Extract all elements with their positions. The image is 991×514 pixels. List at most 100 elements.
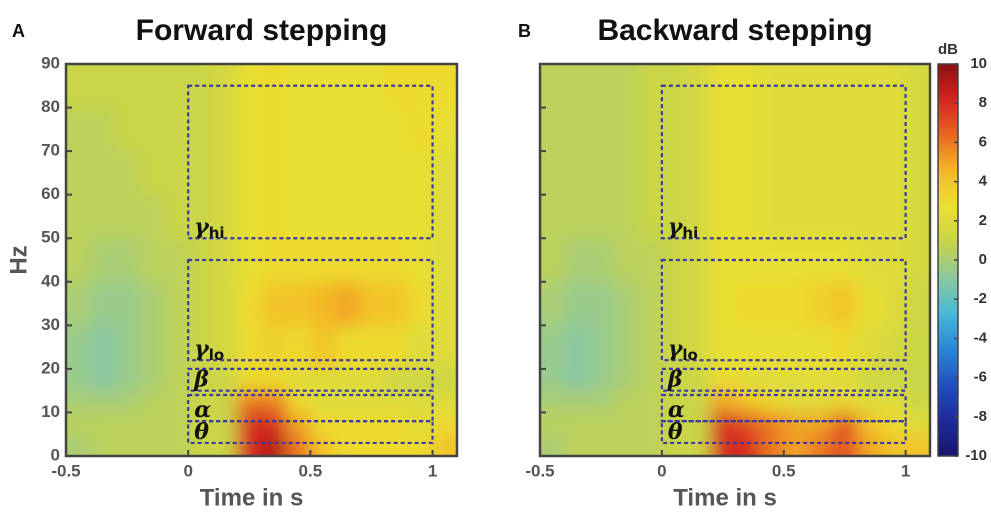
region-box <box>660 84 907 240</box>
heatmap-cell <box>66 368 91 392</box>
heatmap-cell <box>808 325 833 370</box>
heatmap-cell <box>163 390 189 413</box>
heatmap-cell <box>261 412 287 435</box>
heatmap-cell <box>808 281 833 326</box>
heatmap-cell <box>661 151 687 196</box>
heatmap-cell <box>905 194 930 239</box>
heatmap-cell <box>90 64 116 109</box>
heatmap-cell <box>856 281 882 326</box>
heatmap-cell <box>832 325 858 370</box>
heatmap-cell <box>212 412 238 435</box>
heatmap-cell <box>334 194 360 239</box>
heatmap-cell <box>139 238 165 283</box>
heatmap-cell <box>832 151 858 196</box>
heatmap-cell <box>540 238 565 283</box>
heatmap-cell <box>637 194 663 239</box>
heatmap-cell <box>686 412 712 435</box>
colorbar-tick-label: 10 <box>970 55 987 72</box>
heatmap-cell <box>383 368 409 392</box>
heatmap-cell <box>588 64 614 109</box>
heatmap-cell <box>310 151 336 196</box>
heatmap-cell <box>808 107 833 152</box>
heatmap-cell <box>686 325 712 370</box>
heatmap-cell <box>359 368 385 392</box>
heatmap-cell <box>359 325 385 370</box>
y-tick-label: 40 <box>41 271 60 290</box>
heatmap-cell <box>237 194 262 239</box>
heatmap-cell <box>637 434 663 456</box>
heatmap-cell <box>90 151 116 196</box>
heatmap-cell <box>613 281 638 326</box>
heatmap-cell <box>588 325 614 370</box>
heatmap-cell <box>613 64 638 109</box>
heatmap-cell <box>383 325 409 370</box>
heatmap-cell <box>261 368 287 392</box>
y-tick-label: 90 <box>41 53 60 72</box>
heatmap-cell <box>334 151 360 196</box>
heatmap-cell <box>881 194 907 239</box>
heatmap-cell <box>188 151 214 196</box>
heatmap-cell <box>261 64 287 109</box>
y-tick-label: 30 <box>41 315 60 334</box>
region-box <box>187 84 434 240</box>
y-axis-label: Hz <box>5 245 32 274</box>
heatmap-cell <box>237 368 262 392</box>
heatmap-cell <box>114 64 140 109</box>
heatmap-cell <box>808 151 833 196</box>
region-symbol: β <box>667 367 683 393</box>
heatmap-cell <box>808 390 833 413</box>
heatmap-cell <box>310 325 336 370</box>
region-subscript: lo <box>682 346 697 364</box>
heatmap-cell <box>285 194 311 239</box>
heatmap-cell <box>383 412 409 435</box>
heatmap-cell <box>188 64 214 109</box>
heatmap-cell <box>735 434 760 456</box>
heatmap-cell <box>905 107 930 152</box>
heatmap-cell <box>408 434 434 456</box>
heatmap-cell <box>114 194 140 239</box>
heatmap-cell <box>359 412 385 435</box>
heatmap-cell <box>212 64 238 109</box>
heatmap-cell <box>661 238 687 283</box>
heatmap-cell <box>212 390 238 413</box>
y-tick-label: 50 <box>41 228 60 247</box>
heatmap-cell <box>432 325 457 370</box>
region-box <box>660 393 907 423</box>
heatmap-cell <box>637 412 663 435</box>
heatmap-cell <box>856 412 882 435</box>
region-label: β <box>667 367 683 393</box>
heatmap-cell <box>637 390 663 413</box>
heatmap-cell <box>408 412 434 435</box>
heatmap-cell <box>90 194 116 239</box>
x-tick-label: -0.5 <box>51 461 80 480</box>
heatmap-cell <box>613 434 638 456</box>
heatmap-cell <box>237 281 262 326</box>
heatmap-cell <box>163 434 189 456</box>
heatmap-cell <box>905 412 930 435</box>
heatmap-cell <box>856 64 882 109</box>
heatmap-cell <box>613 368 638 392</box>
heatmap-cell <box>540 325 565 370</box>
heatmap-cell <box>759 412 785 435</box>
heatmap-cell <box>285 368 311 392</box>
heatmap-cells <box>540 64 930 456</box>
colorbar-tick-label: -8 <box>974 408 987 425</box>
heatmap-cell <box>564 151 590 196</box>
heatmap-cell <box>588 281 614 326</box>
heatmap-cell <box>432 390 457 413</box>
heatmap-cell <box>808 194 833 239</box>
heatmap-cell <box>334 368 360 392</box>
heatmap-cell <box>261 325 287 370</box>
heatmap-cell <box>564 64 590 109</box>
heatmap-cell <box>285 412 311 435</box>
region-label: γhi <box>668 214 698 242</box>
heatmap-cell <box>188 107 214 152</box>
heatmap-cell <box>408 107 434 152</box>
x-tick-label: 0 <box>657 461 666 480</box>
heatmap-cell <box>90 412 116 435</box>
heatmap-cell <box>759 390 785 413</box>
colorbar-tick-label: 0 <box>979 251 987 268</box>
heatmap-cell <box>759 368 785 392</box>
region-box <box>187 367 434 392</box>
heatmap-cell <box>383 64 409 109</box>
